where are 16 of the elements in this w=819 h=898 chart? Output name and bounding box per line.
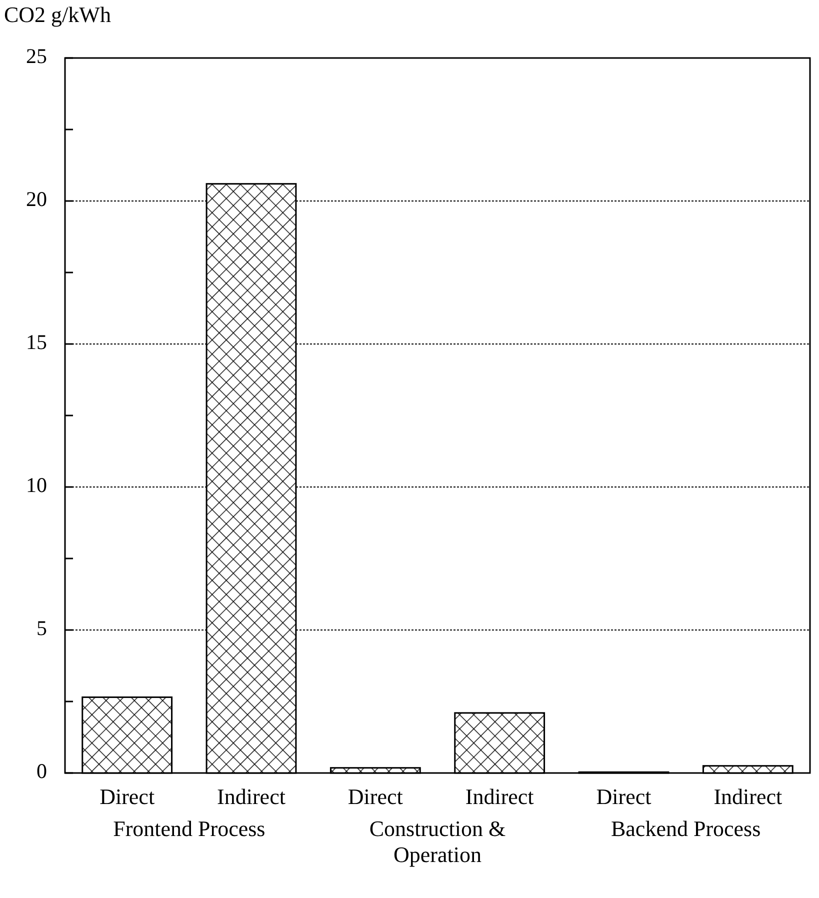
y-tick-label: 0	[36, 758, 47, 783]
x-tick-label: Direct	[596, 784, 652, 809]
text: Frontend Process	[113, 816, 266, 841]
x-tick-label: Indirect	[465, 784, 534, 809]
y-tick-label: 20	[26, 186, 47, 211]
x-tick-label: Indirect	[714, 784, 782, 809]
text: Backend Process	[610, 816, 761, 841]
x-tick-label: Direct	[100, 784, 155, 809]
y-tick-label: 10	[26, 472, 47, 497]
x-tick-label: Indirect	[217, 784, 286, 809]
y-axis-title: CO2 g/kWh	[4, 2, 111, 27]
x-tick-label: Direct	[348, 784, 403, 809]
y-tick-label: 15	[26, 330, 47, 354]
text: Construction & Operation	[369, 816, 506, 867]
y-tick-label: 25	[26, 44, 47, 68]
y-tick-label: 5	[36, 616, 47, 640]
